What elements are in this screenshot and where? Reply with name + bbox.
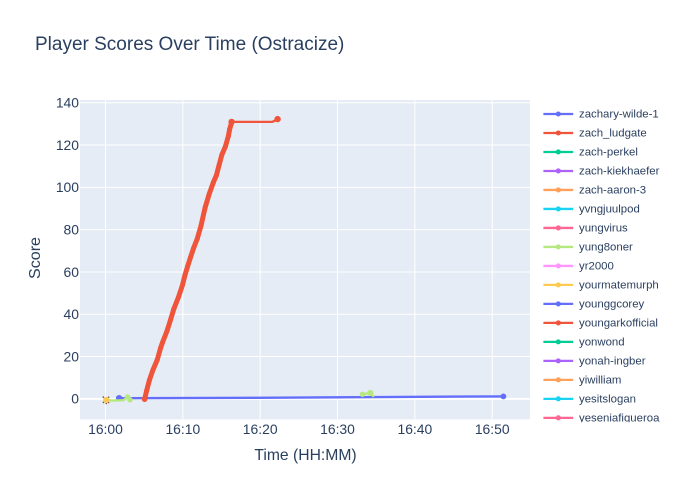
svg-text:120: 120 [56,137,79,153]
svg-text:Player Scores Over Time (Ostra: Player Scores Over Time (Ostracize) [35,34,344,55]
svg-text:Score: Score [26,237,44,279]
svg-text:yung8oner: yung8oner [579,241,633,253]
svg-text:yvngjuulpod: yvngjuulpod [579,203,640,215]
svg-text:16:20: 16:20 [243,421,278,437]
svg-text:zachary-wilde-1: zachary-wilde-1 [579,109,659,121]
svg-text:100: 100 [56,179,79,195]
svg-text:zach-perkel: zach-perkel [579,146,638,158]
svg-text:yonah-ingber: yonah-ingber [579,355,646,367]
svg-text:zach-kiekhaefer: zach-kiekhaefer [579,165,660,177]
svg-text:0: 0 [71,391,79,407]
svg-text:Time (HH:MM): Time (HH:MM) [254,447,356,464]
svg-text:zach-aaron-3: zach-aaron-3 [579,184,646,196]
svg-text:40: 40 [64,306,80,322]
svg-text:yeseniafigueroa: yeseniafigueroa [579,412,660,424]
svg-text:yungvirus: yungvirus [579,222,628,234]
svg-text:yonwond: yonwond [579,336,625,348]
svg-text:80: 80 [64,221,80,237]
svg-text:yourmatemurph: yourmatemurph [579,279,659,291]
svg-text:20: 20 [64,348,80,364]
svg-text:zach_ludgate: zach_ludgate [579,127,647,139]
svg-text:16:40: 16:40 [397,421,432,437]
svg-text:yr2000: yr2000 [579,260,614,272]
svg-text:60: 60 [64,264,80,280]
svg-text:140: 140 [56,95,79,111]
svg-text:younggcorey: younggcorey [579,298,645,310]
svg-text:16:50: 16:50 [475,421,510,437]
svg-text:16:30: 16:30 [320,421,355,437]
svg-text:yesitslogan: yesitslogan [579,393,636,405]
svg-text:16:00: 16:00 [88,421,123,437]
svg-text:16:10: 16:10 [165,421,200,437]
svg-text:yiwilliam: yiwilliam [579,374,621,386]
svg-text:youngarkofficial: youngarkofficial [579,317,658,329]
